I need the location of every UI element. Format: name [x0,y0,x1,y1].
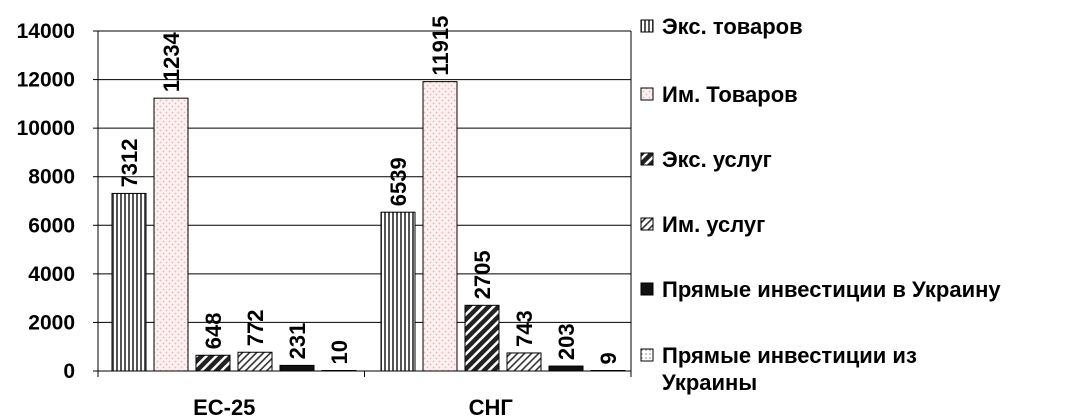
legend-label: Прямые инвестиции из Украины [662,343,917,395]
data-label: 203 [554,323,579,360]
y-tick-label: 10000 [17,117,75,140]
data-label: 6539 [386,157,411,206]
bar [237,351,273,372]
y-tick-label: 8000 [28,166,75,189]
legend-swatch [640,87,654,101]
y-tick-label: 0 [63,360,75,383]
data-label: 7312 [117,138,142,187]
data-label: 10 [327,340,352,364]
data-label: 9 [596,352,621,364]
y-tick-label: 14000 [17,20,75,43]
legend-swatch [640,152,654,166]
y-tick-label: 12000 [17,69,75,92]
y-tick-label: 2000 [28,311,75,334]
data-label: 648 [201,313,226,350]
legend-swatch [640,217,654,231]
x-category-label: ЕС-25 [193,395,255,419]
bar [111,192,147,372]
legend: Экс. товаров Им. Товаров Экс. услуг Им. усл… [640,14,1001,395]
legend-swatch [640,348,654,362]
legend-label: Экс. услуг [662,147,772,172]
bar [153,97,189,372]
bar [195,354,231,372]
data-label: 772 [243,310,268,347]
y-tick-label: 6000 [28,214,75,237]
legend-label: Им. услуг [662,212,765,237]
bar [506,352,542,372]
x-category-label: СНГ [469,395,514,419]
data-label: 2705 [470,250,495,299]
legend-swatch [640,282,654,296]
x-axis-categories: ЕС-25 СНГ [193,395,513,419]
bar [548,365,584,372]
bar [380,211,416,372]
data-label: 231 [285,323,310,360]
data-label: 743 [512,310,537,347]
legend-swatch [640,19,654,33]
axes [97,31,632,377]
y-axis-ticks: 0 2000 4000 6000 8000 10000 12000 14000 [17,20,98,383]
legend-label: Прямые инвестиции в Украину [662,277,1001,302]
legend-label: Им. Товаров [662,82,798,107]
bar [422,81,458,372]
data-labels: 7312 6539 11234 11915 648 2705 772 743 231 203 10 9 [117,16,621,365]
bars [111,81,626,372]
legend-label: Экс. товаров [662,14,803,39]
plot-area: 0 2000 4000 6000 8000 10000 12000 14000 ЕС-25 СН… [17,16,632,419]
bar [464,304,500,372]
bar [279,364,315,372]
data-label: 11234 [159,31,184,92]
y-tick-label: 4000 [28,263,75,286]
data-label: 11915 [428,16,453,76]
